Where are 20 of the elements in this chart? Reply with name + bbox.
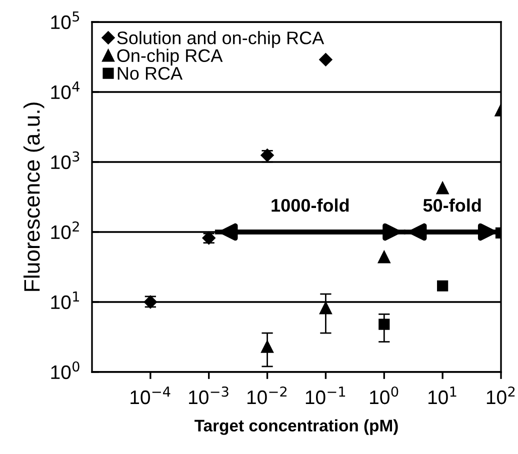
x-tick-label: 10$^{2}$: [486, 386, 515, 404]
x-tick-label: 10$^{1}$: [428, 386, 456, 404]
y-tick-label: 10$^{1}$: [51, 292, 79, 310]
x-tick-label: 10$^{−4}$: [130, 386, 170, 404]
legend-label: Solution and on-chip RCA: [117, 31, 324, 48]
y-tick-label: 10$^{2}$: [51, 221, 79, 240]
y-tick-label: 10$^{5}$: [51, 12, 80, 30]
x-tick-label: 10$^{0}$: [370, 386, 398, 404]
annotation: 1000-fold: [272, 198, 349, 212]
y-tick-label: 10$^{0}$: [51, 361, 80, 380]
x-tick-label: 10$^{−2}$: [247, 386, 287, 404]
x-tick-label: 10$^{−1}$: [306, 386, 346, 404]
y-axis-title: Fluorescence (a.u.): [24, 102, 44, 291]
y-tick-label: 10$^{3}$: [51, 151, 80, 170]
legend-label: On-chip RCA: [117, 48, 223, 66]
annotation: 50-fold: [423, 198, 481, 212]
x-tick-label: 10$^{−3}$: [189, 386, 228, 404]
legend-label: No RCA: [118, 66, 183, 80]
x-axis-title: Target concentration (pM): [194, 419, 398, 435]
y-tick-label: 10$^{4}$: [51, 82, 80, 100]
